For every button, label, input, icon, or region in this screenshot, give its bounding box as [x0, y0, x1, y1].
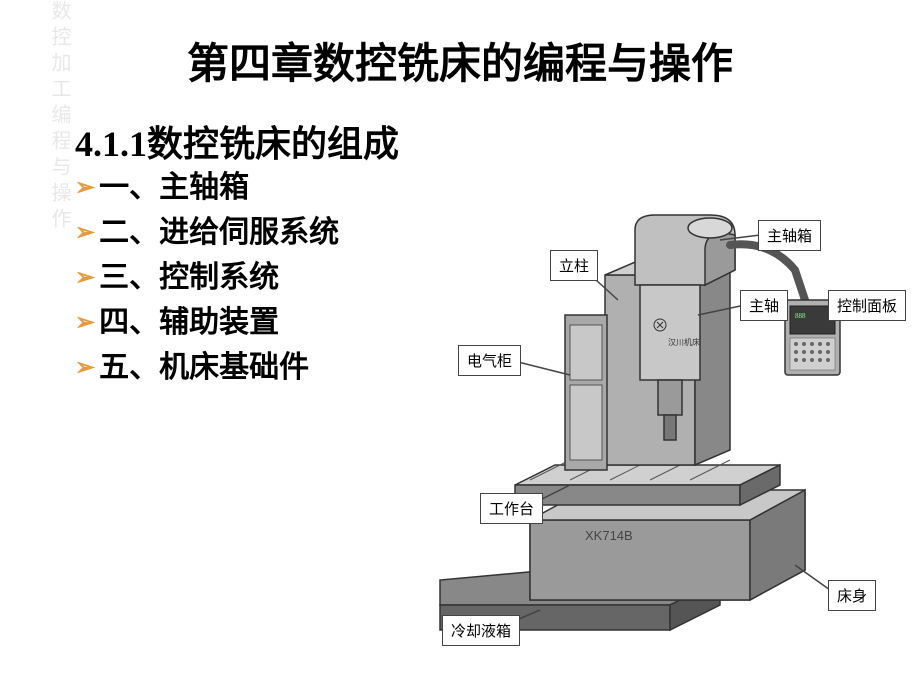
section-title: 4.1.1数控铣床的组成 — [75, 115, 399, 167]
list-item: ➢五、机床基础件 — [75, 345, 339, 390]
model-text: XK714B — [585, 528, 633, 543]
label-electrical-cabinet: 电气柜 — [458, 345, 521, 376]
bullet-icon: ➢ — [75, 170, 95, 206]
bullet-icon: ➢ — [75, 260, 95, 296]
label-headstock: 主轴箱 — [758, 220, 821, 251]
bullet-icon: ➢ — [75, 350, 95, 386]
electrical-cabinet-shape — [565, 315, 607, 470]
bullet-icon: ➢ — [75, 215, 95, 251]
label-column: 立柱 — [550, 250, 598, 281]
list-item-label: 四、辅助装置 — [99, 300, 279, 345]
component-list: ➢一、主轴箱 ➢二、进给伺服系统 ➢三、控制系统 ➢四、辅助装置 ➢五、机床基础… — [75, 165, 339, 390]
list-item: ➢二、进给伺服系统 — [75, 210, 339, 255]
list-item-label: 五、机床基础件 — [99, 345, 309, 390]
headstock-shape — [635, 215, 735, 285]
brand-text: 汉川机床 — [668, 337, 700, 347]
label-coolant-tank: 冷却液箱 — [442, 615, 520, 646]
worktable-shape — [515, 460, 780, 505]
label-bed: 床身 — [828, 580, 876, 611]
list-item: ➢四、辅助装置 — [75, 300, 339, 345]
callout-line — [795, 565, 830, 590]
list-item-label: 三、控制系统 — [99, 255, 279, 300]
machine-diagram: 汉川机床 888 XK714B 立柱 主轴箱 主轴 控制面板 电气柜 工作台 冷… — [410, 210, 890, 650]
list-item: ➢三、控制系统 — [75, 255, 339, 300]
bullet-icon: ➢ — [75, 305, 95, 341]
svg-text:888: 888 — [795, 312, 806, 320]
bed-shape — [530, 490, 805, 600]
list-item: ➢一、主轴箱 — [75, 165, 339, 210]
label-control-panel: 控制面板 — [828, 290, 906, 321]
label-worktable: 工作台 — [480, 493, 543, 524]
milling-machine-illustration: 汉川机床 888 XK714B — [410, 210, 890, 650]
label-spindle: 主轴 — [740, 290, 788, 321]
page-title: 第四章数控铣床的编程与操作 — [0, 30, 920, 91]
list-item-label: 二、进给伺服系统 — [99, 210, 339, 255]
list-item-label: 一、主轴箱 — [99, 165, 249, 210]
